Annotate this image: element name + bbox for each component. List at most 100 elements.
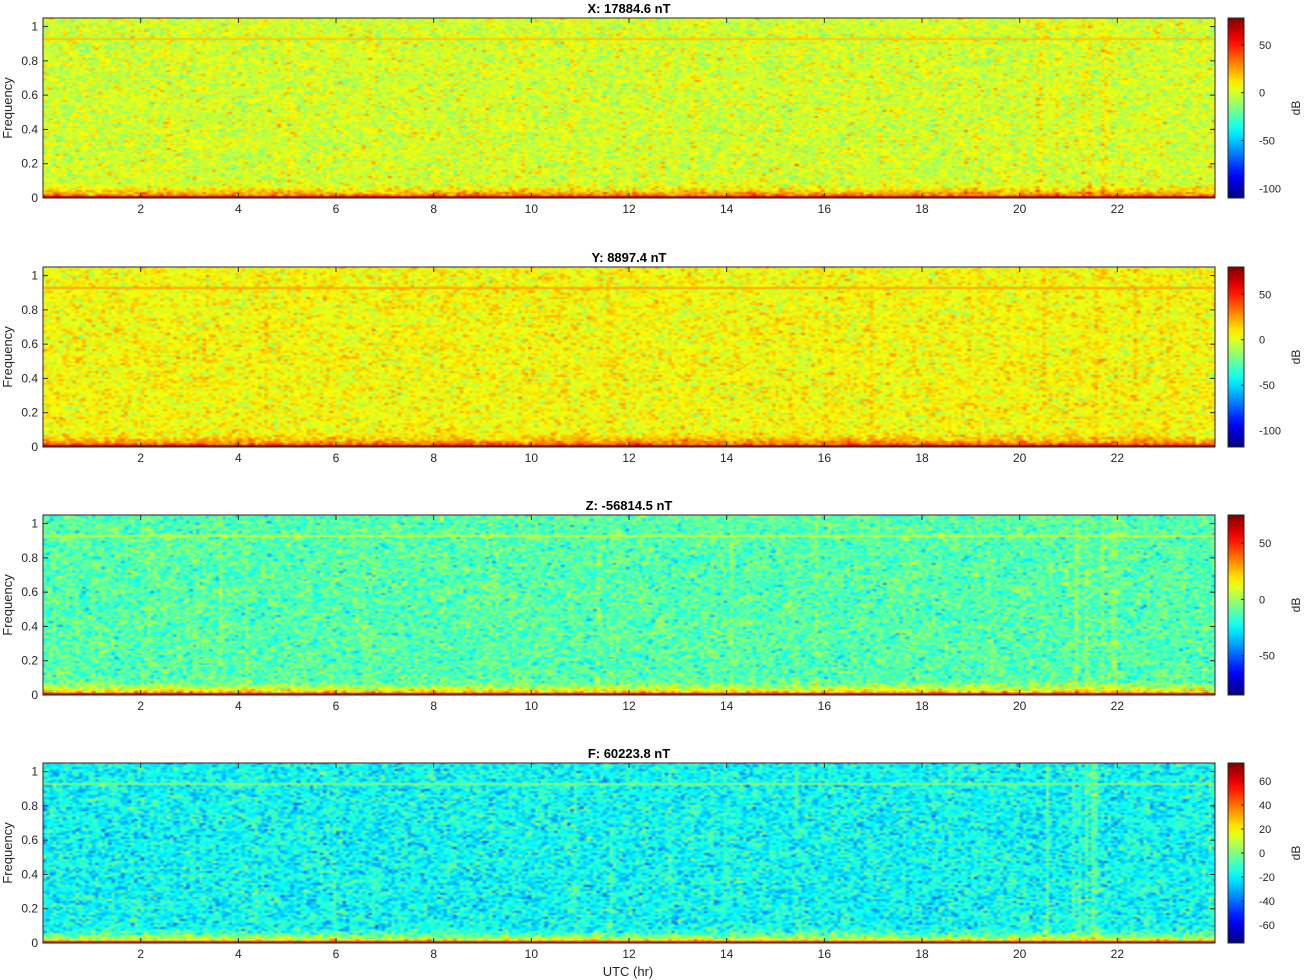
y-tick-label: 0 [31,440,38,454]
y-tick-label: 0.4 [21,122,38,136]
colorbar-tick-label: -20 [1259,872,1275,884]
x-tick-label: 10 [525,947,539,961]
colorbar-tick-label: -50 [1259,136,1275,148]
colorbar-tick-label: -50 [1259,380,1275,392]
panel-title: F: 60223.8 nT [588,746,670,761]
x-tick-label: 10 [525,202,539,216]
colorbar: -60 -40 -20 0 20 40 60 dB [1227,762,1303,944]
colorbar: -100 -50 0 50 dB [1227,17,1303,199]
y-axis-label: Frequency [0,574,15,636]
y-tick-label: 0.8 [21,303,38,317]
x-tick-label: 8 [430,947,437,961]
x-tick-label: 14 [720,202,734,216]
x-tick-label: 12 [622,202,636,216]
x-tick-label: 6 [333,451,340,465]
x-tick-label: 10 [525,699,539,713]
x-tick-label: 10 [525,451,539,465]
colorbar-tick-label: 60 [1259,776,1271,788]
colorbar-tick-label: 50 [1259,289,1271,301]
colorbar-tick-label: -40 [1259,896,1275,908]
y-axis-label: Frequency [0,326,15,388]
panel-title: Y: 8897.4 nT [592,250,667,265]
x-tick-label: 18 [915,947,929,961]
spectrogram-panel-1: 2 4 6 8 10 12 14 16 18 20 22 0 0.2 0.4 0.6 0.8 1 Y: 8897.… [0,250,1303,465]
x-tick-label: 2 [137,202,144,216]
colorbar-gradient [1227,266,1245,448]
y-tick-label: 0 [31,936,38,950]
x-tick-label: 18 [915,202,929,216]
colorbar-gradient [1227,17,1245,199]
spectrogram-image [43,18,1215,198]
colorbar-tick-label: 40 [1259,800,1271,812]
colorbar-label: dB [1289,598,1303,613]
x-tick-label: 8 [430,451,437,465]
x-tick-label: 18 [915,451,929,465]
x-tick-label: 12 [622,947,636,961]
x-tick-label: 16 [818,202,832,216]
y-tick-label: 0.6 [21,337,38,351]
colorbar-tick-label: 0 [1259,594,1265,606]
x-tick-label: 4 [235,451,242,465]
y-tick-label: 1 [31,517,38,531]
x-tick-label: 22 [1111,947,1125,961]
colorbar-tick-label: 50 [1259,538,1271,550]
colorbar-tick-label: 20 [1259,824,1271,836]
y-tick-label: 0.4 [21,867,38,881]
x-tick-label: 2 [137,947,144,961]
colorbar-tick-label: -100 [1259,426,1281,438]
colorbar: -50 0 50 dB [1227,514,1303,696]
colorbar-gradient [1227,514,1245,696]
x-tick-label: 6 [333,947,340,961]
x-tick-label: 22 [1111,202,1125,216]
spectrogram-image [43,515,1215,695]
shared-x-axis-label: UTC (hr) [603,964,654,979]
y-tick-label: 0.2 [21,157,38,171]
y-tick-label: 0 [31,191,38,205]
y-tick-label: 0.2 [21,902,38,916]
y-tick-label: 1 [31,20,38,34]
x-tick-label: 18 [915,699,929,713]
x-tick-label: 16 [818,947,832,961]
colorbar-tick-label: -60 [1259,920,1275,932]
y-tick-label: 0.8 [21,551,38,565]
x-tick-label: 12 [622,699,636,713]
x-tick-label: 2 [137,699,144,713]
x-tick-label: 8 [430,699,437,713]
y-tick-label: 0.2 [21,654,38,668]
y-tick-label: 0.6 [21,88,38,102]
y-tick-label: 0 [31,688,38,702]
colorbar-tick-label: 0 [1259,848,1265,860]
x-tick-label: 14 [720,699,734,713]
x-tick-label: 14 [720,451,734,465]
x-tick-label: 4 [235,947,242,961]
y-tick-label: 0.4 [21,371,38,385]
panel-title: X: 17884.6 nT [587,1,670,16]
x-tick-label: 22 [1111,699,1125,713]
y-tick-label: 0.6 [21,833,38,847]
colorbar-label: dB [1289,101,1303,116]
y-tick-label: 1 [31,765,38,779]
x-tick-label: 14 [720,947,734,961]
panel-title: Z: -56814.5 nT [586,498,673,513]
colorbar-tick-label: -100 [1259,183,1281,195]
colorbar-tick-label: 0 [1259,88,1265,100]
y-tick-label: 0.8 [21,54,38,68]
y-axis-label: Frequency [0,77,15,139]
colorbar-tick-label: 50 [1259,40,1271,52]
colorbar-tick-label: -50 [1259,651,1275,663]
x-tick-label: 6 [333,699,340,713]
x-tick-label: 16 [818,699,832,713]
x-tick-label: 12 [622,451,636,465]
x-tick-label: 4 [235,699,242,713]
y-tick-label: 0.4 [21,619,38,633]
y-tick-label: 0.6 [21,585,38,599]
spectrogram-image [43,763,1215,943]
spectrogram-panel-0: 2 4 6 8 10 12 14 16 18 20 22 0 0.2 0.4 0.6 0.8 1 X: 17884… [0,1,1303,216]
x-tick-label: 6 [333,202,340,216]
y-tick-label: 0.8 [21,799,38,813]
x-tick-label: 16 [818,451,832,465]
colorbar-label: dB [1289,846,1303,861]
x-tick-label: 20 [1013,202,1027,216]
x-tick-label: 20 [1013,699,1027,713]
